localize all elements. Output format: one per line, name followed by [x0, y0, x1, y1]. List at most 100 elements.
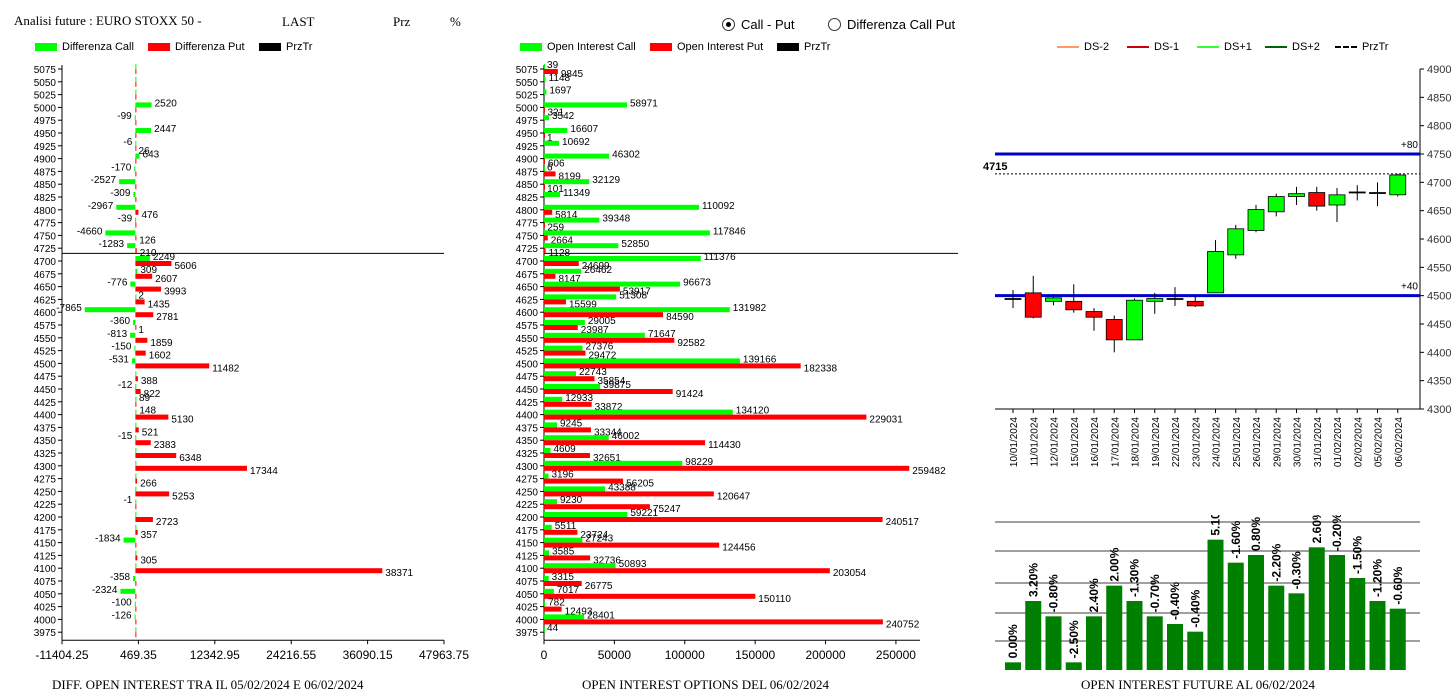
bar-put	[135, 209, 139, 215]
data-label-put: 8199	[559, 171, 582, 182]
data-label-call: 46302	[612, 150, 640, 161]
data-label-call: 139166	[743, 354, 777, 365]
y-tick-label: 4700	[516, 257, 539, 268]
bar-call	[544, 576, 549, 581]
data-label-call: -776	[107, 278, 127, 289]
data-label-put: 24699	[582, 261, 610, 272]
y-tick-label: 4850	[34, 180, 57, 191]
bar-call	[135, 473, 137, 479]
bar-call	[135, 396, 137, 402]
radio-call-put[interactable]: Call - Put	[722, 17, 794, 32]
bar-call	[544, 499, 557, 505]
y-tick-label: 4400	[516, 411, 539, 422]
data-label-put: 33872	[595, 402, 623, 413]
y-tick-label: 4175	[34, 526, 57, 537]
y-tick-label: 4950	[516, 129, 539, 140]
y-tick-label: 5050	[516, 78, 539, 89]
candle-body	[1105, 319, 1123, 341]
data-label-put: 26775	[585, 581, 613, 592]
bar-put	[135, 555, 138, 561]
bar-put	[135, 581, 137, 586]
data-label-call: 782	[548, 598, 565, 609]
data-label-put: 6348	[179, 453, 202, 464]
candle-body	[1146, 298, 1164, 302]
bar-put	[544, 427, 591, 433]
candle-body	[1389, 174, 1407, 196]
bar-call	[127, 243, 136, 249]
data-label-call: 10692	[562, 137, 590, 148]
data-label-call: -4660	[77, 226, 103, 237]
candle-body	[1308, 192, 1326, 207]
data-label-put: 1	[138, 325, 144, 336]
data-label-put: 5606	[174, 261, 197, 272]
data-label-call: -150	[111, 342, 131, 353]
legend-oi-put: Open Interest Put	[650, 41, 763, 53]
pct-label: -0.20%	[1330, 515, 1344, 551]
bar-call	[135, 460, 137, 466]
bar-put	[544, 312, 664, 318]
pct-label: -0.70%	[1148, 574, 1162, 612]
y-tick-label: 4575	[34, 321, 57, 332]
data-label-put: 2664	[551, 235, 574, 246]
bar-call	[119, 179, 136, 185]
data-label-call: 3196	[551, 470, 574, 481]
bar-call	[134, 166, 136, 172]
data-label-call: 96673	[683, 278, 711, 289]
data-label-put: 15599	[569, 299, 597, 310]
bar-put	[544, 478, 624, 484]
candle-body	[1369, 192, 1386, 194]
y-tick-label: 4275	[34, 475, 57, 486]
legend-ds-plus2: DS+2	[1265, 41, 1320, 53]
data-label-call: -2527	[91, 175, 117, 186]
data-label-put: 240752	[886, 619, 920, 630]
y-tick-label: 4750	[34, 231, 57, 242]
data-label-call: 22743	[579, 367, 607, 378]
prz-label: Prz	[393, 14, 411, 29]
data-label-put: 75247	[653, 504, 681, 515]
bar-put	[135, 261, 172, 266]
data-label-call: 1697	[549, 86, 572, 97]
bar-put	[135, 184, 137, 190]
bar-call	[135, 153, 140, 159]
bar-put	[135, 158, 137, 164]
y-tick-label: 4100	[516, 564, 539, 575]
pct-bar	[1167, 624, 1183, 670]
bar-put	[544, 350, 586, 356]
data-label-call: 5511	[555, 521, 577, 532]
data-label-put: 32736	[593, 555, 621, 566]
y-tick-label: 5050	[34, 78, 57, 89]
bar-put	[135, 389, 141, 394]
pct-bar	[1207, 539, 1224, 670]
y-tick-label: 4575	[516, 321, 539, 332]
data-label-call: -7865	[56, 303, 82, 314]
y-tick-label: 4550	[34, 334, 57, 345]
bar-put	[544, 491, 714, 497]
y-tick-label: 4175	[516, 526, 539, 537]
data-label-call: 58971	[630, 98, 658, 109]
data-label-call: -813	[107, 329, 127, 340]
y-tick-label: 4025	[34, 603, 57, 614]
bar-put	[135, 325, 137, 330]
data-label-call: -170	[111, 162, 131, 173]
data-label-call: 1148	[549, 73, 571, 84]
bar-call	[135, 409, 137, 415]
y-tick-label: 4450	[1427, 319, 1451, 331]
bar-put	[544, 606, 562, 612]
pct-label: %	[450, 14, 461, 29]
candle-body	[1126, 299, 1143, 341]
bar-call	[135, 268, 138, 274]
y-tick-label: 4550	[516, 334, 539, 345]
data-label-call: -1834	[95, 534, 121, 545]
y-tick-label: 4700	[34, 257, 57, 268]
footer-left: DIFF. OPEN INTEREST TRA IL 05/02/2024 E …	[52, 677, 364, 692]
data-label-put: 240517	[886, 517, 920, 528]
radio-diff-call-put[interactable]: Differenza Call Put	[828, 17, 955, 32]
data-label-put: 53917	[623, 287, 651, 298]
bar-put	[544, 235, 548, 241]
data-label-call: 9230	[560, 495, 583, 506]
bar-call	[544, 102, 628, 108]
y-tick-label: 4400	[34, 411, 57, 422]
data-label-put: 35854	[597, 376, 625, 387]
bar-call	[133, 192, 136, 197]
